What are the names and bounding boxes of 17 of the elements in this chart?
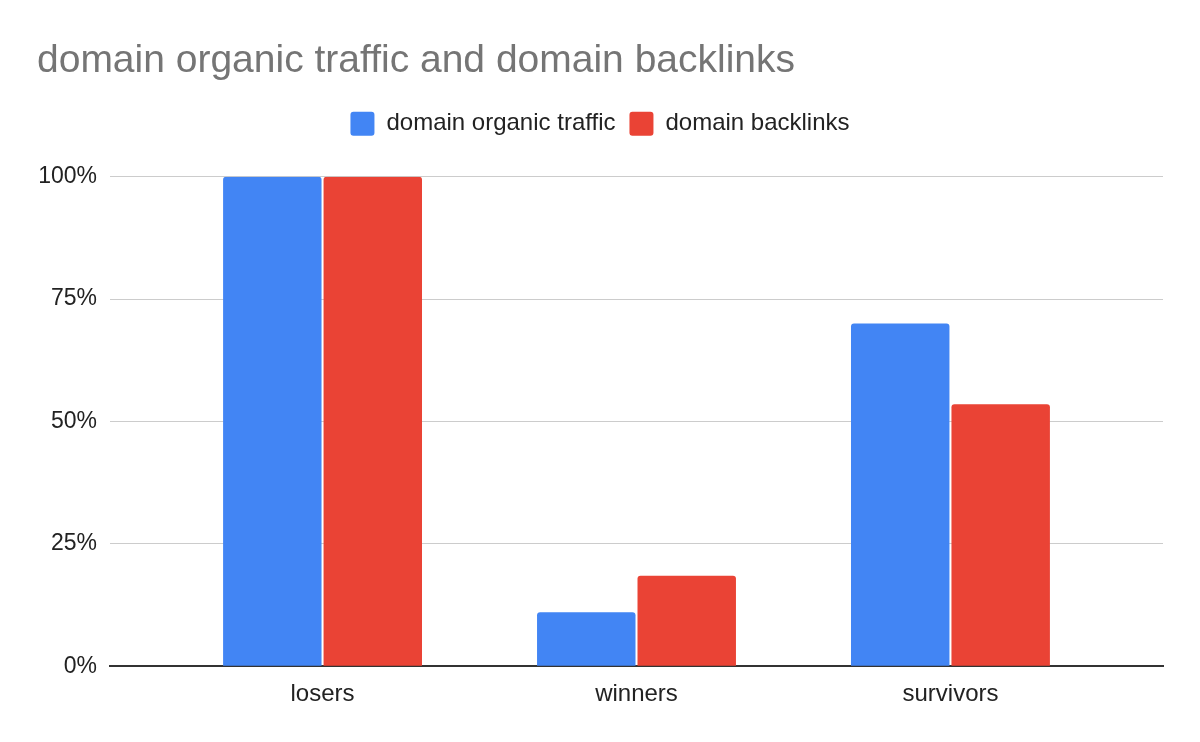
bar [850,323,950,666]
bar [951,404,1050,666]
x-tick-label: losers [290,679,355,707]
y-tick-label: 0% [63,651,97,678]
legend-label: domain organic traffic [386,108,616,136]
chart-title: domain organic traffic and domain backlinks [37,37,796,81]
y-tick-label: 25% [50,529,97,556]
bar [637,575,736,666]
x-tick-label: winners [594,679,678,707]
y-tick-label: 75% [50,284,97,311]
legend-label: domain backlinks [665,108,850,136]
bar [537,612,636,666]
bar [323,176,423,666]
y-tick-label: 100% [38,162,97,189]
y-tick-label: 50% [50,406,97,433]
bar [223,176,322,666]
x-tick-label: survivors [902,679,999,707]
